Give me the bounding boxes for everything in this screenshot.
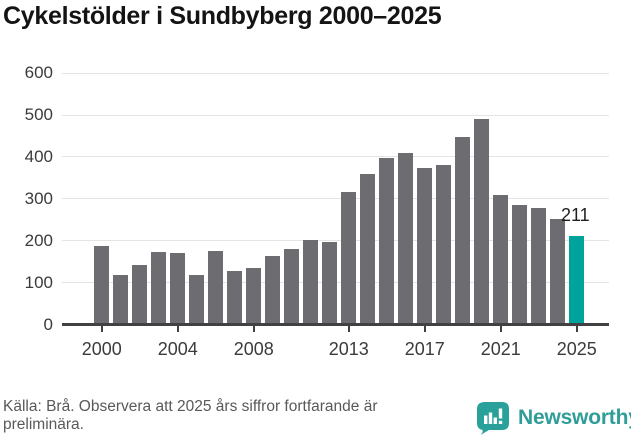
bar-2013 (341, 191, 357, 324)
bar-2015 (379, 158, 395, 324)
y-axis-label-200: 200 (24, 230, 53, 250)
x-axis-line (62, 323, 609, 326)
grid-line-200 (62, 240, 609, 242)
bar-2008 (246, 268, 262, 324)
x-axis-label-2025: 2025 (556, 339, 597, 359)
bar-value-label: 211 (560, 204, 590, 225)
bar-2002 (132, 264, 148, 324)
x-axis-tick-2008 (252, 326, 255, 332)
newsworthy-icon (477, 402, 509, 435)
bar-2017 (417, 167, 433, 324)
y-axis-label-500: 500 (24, 105, 53, 124)
bar-2005 (189, 275, 205, 324)
x-axis-label-2004: 2004 (157, 339, 198, 359)
x-axis-label-2008: 2008 (233, 339, 274, 359)
bar-2023 (531, 207, 547, 324)
bar-2007 (227, 271, 243, 324)
bar-2016 (398, 153, 414, 324)
bar-2006 (208, 251, 224, 324)
bar-2000 (94, 245, 110, 324)
bar-2022 (512, 205, 528, 324)
x-axis-tick-2017 (423, 326, 426, 332)
x-axis-tick-2004 (176, 326, 179, 332)
bar-2010 (284, 249, 300, 324)
x-axis-tick-2000 (100, 326, 103, 332)
grid-line-500 (62, 114, 609, 116)
bar-2012 (322, 242, 338, 324)
grid-line-600 (62, 72, 609, 74)
y-axis-label-300: 300 (24, 188, 53, 208)
grid-line-400 (62, 156, 609, 158)
source-note: Källa: Brå. Observera att 2025 års siffr… (3, 398, 378, 434)
grid-line-300 (62, 198, 609, 200)
y-axis-label-600: 600 (24, 63, 53, 83)
bar-2003 (151, 251, 167, 324)
bar-2011 (303, 240, 319, 324)
bar-2024 (550, 219, 566, 325)
bar-2001 (113, 275, 129, 324)
x-axis-label-2017: 2017 (404, 339, 445, 359)
newsworthy-wordmark: Newsworthy (518, 406, 631, 429)
bar-2025-highlighted (569, 235, 585, 324)
x-axis-tick-2013 (347, 326, 350, 332)
bar-2020 (474, 118, 490, 324)
bar-2021 (493, 194, 509, 324)
bar-2014 (360, 174, 376, 324)
bar-2009 (265, 255, 281, 324)
y-axis-label-400: 400 (24, 146, 53, 166)
x-axis-tick-2025 (575, 326, 578, 332)
x-axis-label-2000: 2000 (81, 339, 122, 359)
x-axis-label-2021: 2021 (480, 339, 521, 359)
bar-2019 (455, 137, 471, 324)
y-axis-label-100: 100 (24, 272, 53, 292)
x-axis-label-2013: 2013 (328, 339, 369, 359)
newsworthy-logo: Newsworthy (477, 402, 631, 435)
bar-2004 (170, 252, 186, 324)
bar-2018 (436, 164, 452, 324)
x-axis-tick-2021 (499, 326, 502, 332)
chart-title: Cykelstölder i Sundbyberg 2000–2025 (3, 2, 442, 30)
y-axis-label-0: 0 (43, 314, 53, 334)
